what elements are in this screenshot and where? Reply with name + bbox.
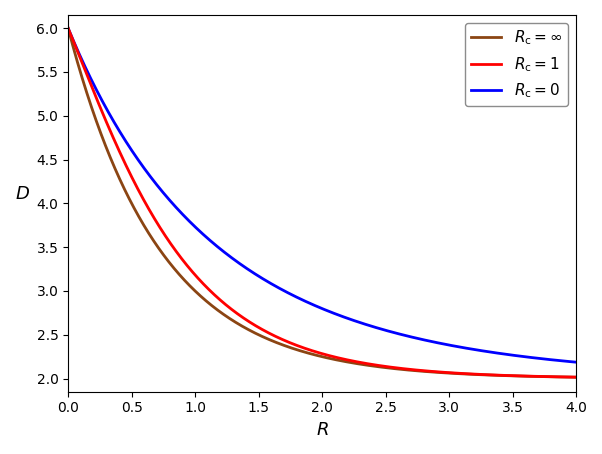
$R_\mathrm{c} = 1$ [157, 226, 164, 231]
$R_\mathrm{c} = 0$ [157, 187, 164, 192]
$R_\mathrm{c} = 1$ [444, 370, 451, 375]
$R_\mathrm{c} = \infty$ [369, 363, 376, 369]
$R_\mathrm{c} = 0$ [259, 276, 266, 281]
$R_\mathrm{c} = 0$ [573, 360, 580, 365]
$R_\mathrm{c} = \infty$ [444, 370, 451, 376]
$R_\mathrm{c} = 1$ [482, 372, 489, 377]
Y-axis label: $D$: $D$ [15, 185, 30, 203]
Line: $R_\mathrm{c} = \infty$: $R_\mathrm{c} = \infty$ [68, 28, 576, 377]
$R_\mathrm{c} = 0$ [369, 324, 376, 329]
Line: $R_\mathrm{c} = 1$: $R_\mathrm{c} = 1$ [68, 28, 576, 377]
$R_\mathrm{c} = 0$ [482, 349, 489, 354]
$R_\mathrm{c} = 1$ [395, 365, 402, 371]
$R_\mathrm{c} = \infty$ [482, 372, 489, 378]
$R_\mathrm{c} = \infty$ [259, 334, 266, 339]
$R_\mathrm{c} = 1$ [64, 25, 72, 31]
$R_\mathrm{c} = \infty$ [395, 366, 402, 372]
Line: $R_\mathrm{c} = 0$: $R_\mathrm{c} = 0$ [68, 28, 576, 362]
$R_\mathrm{c} = 1$ [369, 362, 376, 367]
$R_\mathrm{c} = 1$ [573, 375, 580, 380]
$R_\mathrm{c} = \infty$ [157, 248, 164, 253]
Legend: $R_\mathrm{c} = \infty$, $R_\mathrm{c} = 1$, $R_\mathrm{c} = 0$: $R_\mathrm{c} = \infty$, $R_\mathrm{c} =… [465, 23, 568, 106]
$R_\mathrm{c} = 1$ [259, 327, 266, 332]
$R_\mathrm{c} = 0$ [64, 25, 72, 31]
$R_\mathrm{c} = 0$ [395, 331, 402, 336]
$R_\mathrm{c} = 0$ [444, 342, 451, 347]
$R_\mathrm{c} = \infty$ [64, 25, 72, 31]
$R_\mathrm{c} = \infty$ [573, 375, 580, 380]
X-axis label: $R$: $R$ [315, 421, 329, 439]
